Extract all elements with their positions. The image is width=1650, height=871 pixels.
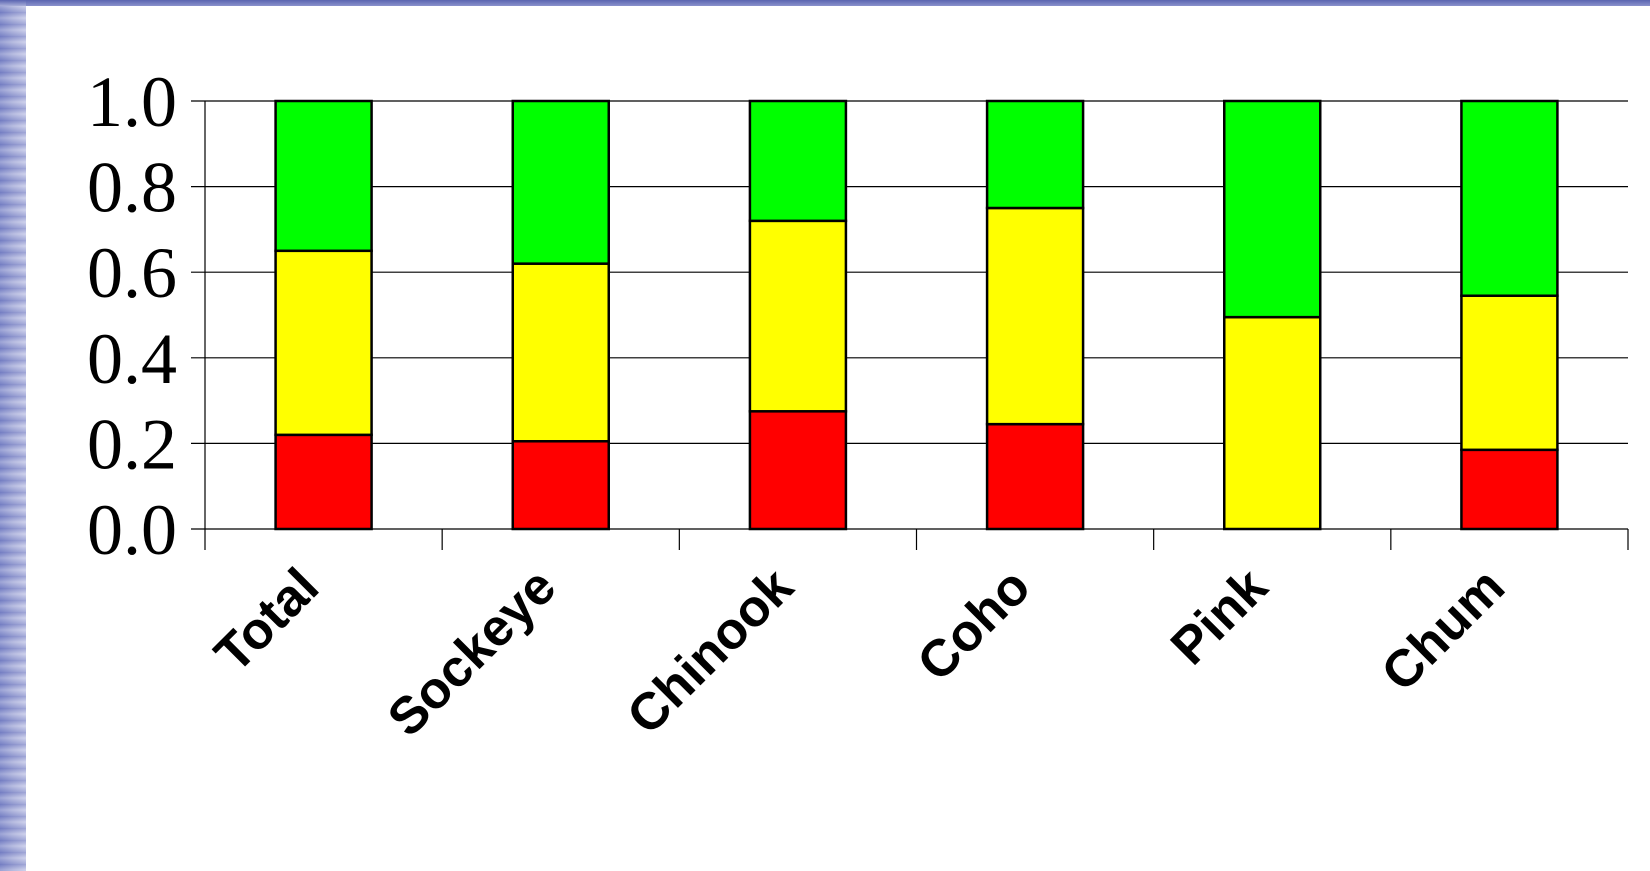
bar-segment-pink-3	[1223, 99, 1322, 319]
bar-segment-sockeye-3	[511, 99, 610, 265]
y-tick-label-1.0: 1.0	[87, 62, 177, 142]
y-tick-label-0.0: 0.0	[87, 490, 177, 570]
x-tick-label-pink: Pink	[1160, 557, 1279, 676]
bar-segment-coho-2	[985, 206, 1085, 426]
y-tick-label-0.6: 0.6	[87, 233, 177, 313]
x-tick-label-coho: Coho	[907, 557, 1042, 692]
bar-segment-chum-1	[1460, 448, 1559, 531]
slide-top-strip	[0, 0, 1650, 6]
axis-layer	[204, 101, 1629, 550]
bar-segment-coho-1	[985, 422, 1085, 531]
y-tick-label-0.4: 0.4	[87, 319, 177, 399]
bar-segment-total-1	[274, 433, 373, 531]
bar-segment-sockeye-2	[511, 262, 610, 443]
bar-segment-chinook-1	[748, 410, 848, 531]
grid-layer	[191, 100, 1628, 530]
bar-segment-coho-3	[985, 99, 1085, 210]
bar-segment-chum-3	[1460, 99, 1559, 297]
y-tick-label-0.8: 0.8	[87, 148, 177, 228]
bar-segment-total-2	[274, 249, 373, 437]
x-tick-label-total: Total	[204, 557, 330, 683]
x-tick-label-chinook: Chinook	[616, 557, 804, 745]
bars-layer	[274, 99, 1559, 531]
bar-segment-pink-2	[1223, 315, 1322, 531]
bar-segment-sockeye-1	[511, 440, 610, 531]
x-tick-label-sockeye: Sockeye	[377, 557, 567, 747]
bar-segment-chum-2	[1460, 294, 1559, 452]
bar-segment-chinook-3	[748, 99, 848, 223]
bar-segment-chinook-2	[748, 219, 848, 413]
x-tick-label-chum: Chum	[1371, 557, 1516, 702]
bar-segment-total-3	[274, 99, 373, 253]
slide-left-edge-decoration	[0, 0, 26, 871]
y-tick-label-0.2: 0.2	[87, 404, 177, 484]
